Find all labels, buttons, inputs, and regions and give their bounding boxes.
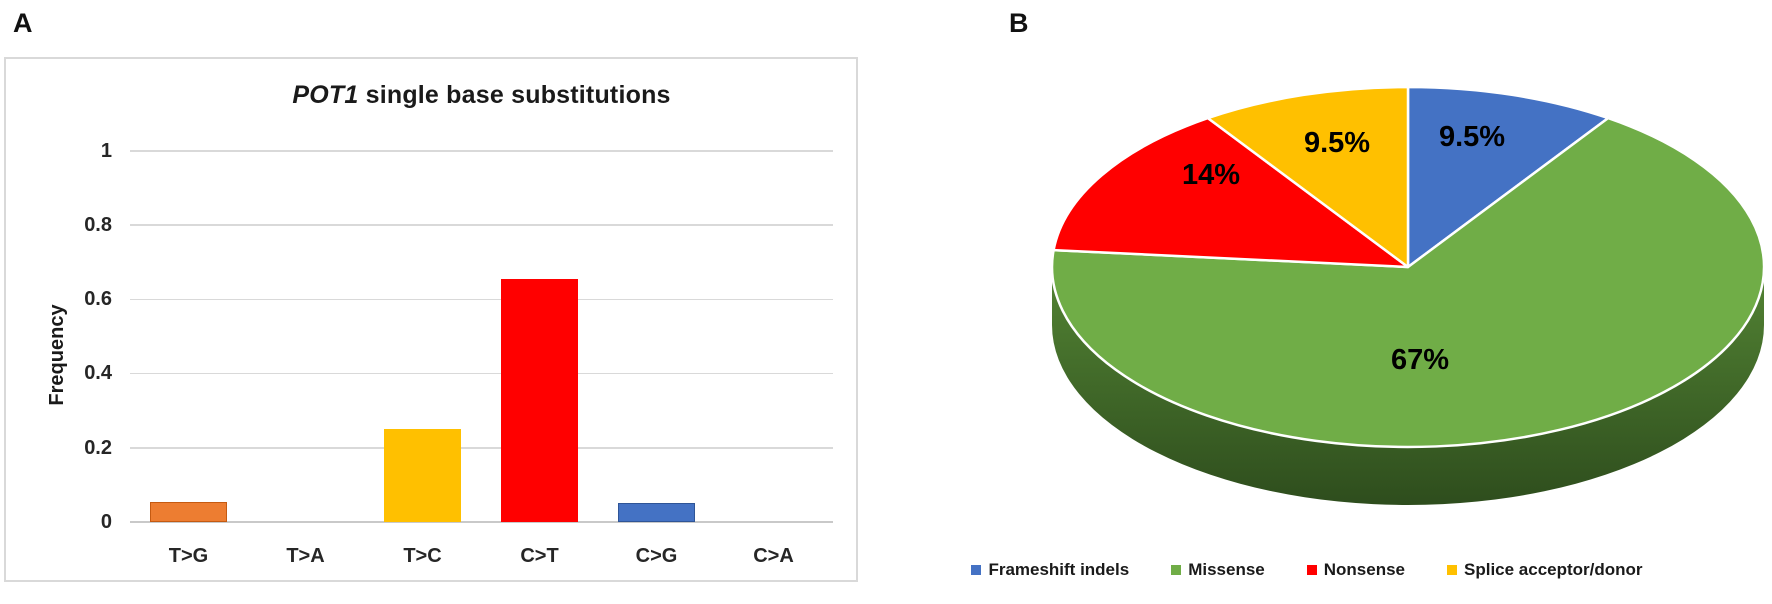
legend-swatch-nonsense bbox=[1306, 565, 1317, 575]
x-category-label: C>A bbox=[753, 545, 794, 567]
legend-label: Frameshift indels bbox=[988, 560, 1130, 579]
bar-t-c bbox=[384, 429, 461, 522]
y-tick-label: 0 bbox=[100, 511, 112, 533]
legend-swatch-splice-acceptor-donor bbox=[1447, 565, 1457, 575]
legend-label: Splice acceptor/donor bbox=[1464, 560, 1643, 579]
legend-item: Splice acceptor/donor bbox=[1447, 560, 1643, 580]
pie-label-splice-acceptor-donor: 9.5% bbox=[1304, 127, 1370, 159]
bar-chart-title: POT1 single base substitutions bbox=[130, 81, 833, 110]
pie-label-nonsense: 14% bbox=[1182, 159, 1240, 191]
x-category-label: C>G bbox=[635, 545, 678, 567]
gridline bbox=[130, 298, 833, 301]
legend-item: Frameshift indels bbox=[971, 560, 1129, 580]
y-tick-label: 1 bbox=[100, 139, 112, 162]
pie-slice-nonsense bbox=[1052, 116, 1410, 269]
pie-label-missense: 67% bbox=[1391, 344, 1449, 376]
bar-chart-title-rest: single base substitutions bbox=[358, 81, 671, 109]
panel-b-label: B bbox=[1009, 8, 1029, 38]
legend-item: Nonsense bbox=[1306, 560, 1405, 580]
bar-plot-area: 1 0.8 0.6 0.4 0.2 0 T>G T>A T>C C>T C>G C>A bbox=[6, 59, 856, 580]
gridline bbox=[130, 150, 833, 152]
bar-c-g bbox=[618, 503, 695, 522]
pie-slice-missense bbox=[1050, 116, 1766, 449]
y-tick-label: 0.4 bbox=[84, 362, 112, 385]
pie-label-frameshift-indels: 9.5% bbox=[1439, 121, 1505, 153]
x-axis-line bbox=[130, 521, 833, 523]
pie-slice-splice-acceptor-donor bbox=[1206, 85, 1410, 269]
pie-side-3d bbox=[1052, 267, 1764, 505]
y-tick-label: 0.2 bbox=[84, 436, 112, 459]
bar-chart-panel: POT1 single base substitutions Frequency… bbox=[4, 57, 858, 582]
gridline bbox=[130, 372, 833, 375]
legend-item: Missense bbox=[1171, 560, 1265, 580]
x-category-label: C>T bbox=[520, 545, 559, 567]
y-tick-label: 0.8 bbox=[84, 213, 112, 236]
x-category-label: T>A bbox=[286, 545, 325, 567]
y-tick-label: 0.6 bbox=[84, 288, 112, 311]
bar-t-g bbox=[150, 501, 227, 522]
panel-a-label: A bbox=[13, 8, 33, 38]
pie-slice-frameshift-indels bbox=[1406, 85, 1610, 269]
x-category-label: T>C bbox=[403, 545, 442, 567]
x-category-label: T>G bbox=[168, 545, 209, 567]
legend-swatch-missense bbox=[1171, 565, 1182, 575]
pie-legend: Frameshift indels Missense Nonsense Splice … bbox=[945, 560, 1669, 580]
bar-chart-title-gene: POT1 bbox=[292, 81, 359, 109]
legend-label: Nonsense bbox=[1323, 560, 1405, 579]
legend-swatch-frameshift-indels bbox=[971, 565, 982, 575]
bar-c-t bbox=[501, 278, 578, 522]
gridline bbox=[130, 447, 833, 449]
gridline bbox=[130, 224, 833, 226]
legend-label: Missense bbox=[1188, 560, 1265, 579]
